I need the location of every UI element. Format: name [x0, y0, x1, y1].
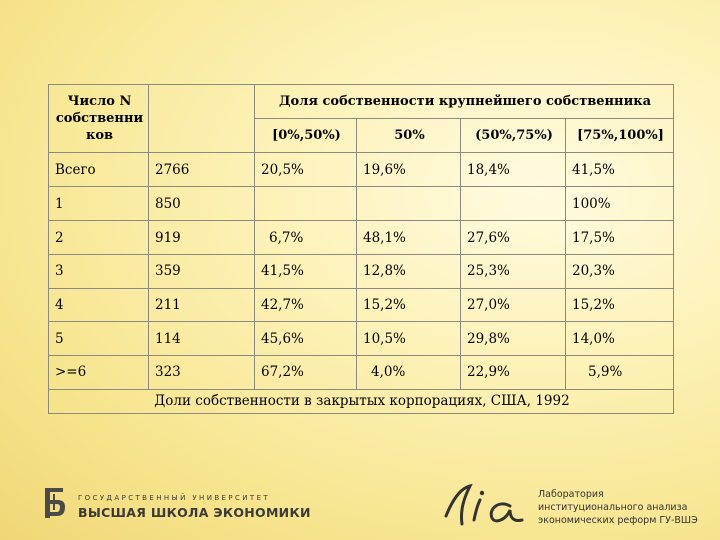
row-share-3: 27,0%: [460, 287, 566, 323]
lab-logo-icon: [444, 483, 524, 526]
row-share-3: 22,9%: [460, 354, 566, 390]
row-share-2: [356, 185, 461, 222]
table-row: 5 114 45,6% 10,5% 29,8% 14,0%: [48, 321, 674, 356]
row-share-1: 41,5%: [254, 254, 357, 289]
row-count: 2766: [148, 152, 255, 187]
row-label: 5: [48, 321, 149, 356]
row-share-1: 20,5%: [254, 152, 357, 187]
lab-line-3: экономических реформ ГУ-ВШЭ: [538, 515, 698, 526]
row-label: 2: [48, 220, 149, 256]
header-owner-count: Число N собственни ков: [48, 83, 149, 154]
hse-logo-icon: [45, 488, 65, 518]
hse-university-label: ГОСУДАРСТВЕННЫЙ УНИВЕРСИТЕТ: [78, 494, 271, 502]
footer: ГОСУДАРСТВЕННЫЙ УНИВЕРСИТЕТ ВЫСШАЯ ШКОЛА…: [0, 470, 720, 540]
header-blank-cell: [148, 83, 255, 154]
row-count: 211: [148, 287, 255, 323]
lab-line-1: Лаборатория: [538, 489, 604, 500]
header-largest-owner-share: Доля собственности крупнейшего собственн…: [254, 84, 674, 119]
row-count: 323: [148, 354, 255, 390]
lab-line-2: институционального анализа: [538, 502, 688, 513]
row-count: 850: [148, 185, 255, 222]
row-share-2: 12,8%: [356, 254, 461, 289]
row-share-2: 48,1%: [356, 220, 461, 256]
row-share-1: 45,6%: [254, 321, 357, 356]
hse-name-label: ВЫСШАЯ ШКОЛА ЭКОНОМИКИ: [78, 505, 311, 520]
row-label: Всего: [48, 152, 149, 187]
table-row: 1 850 100%: [48, 185, 674, 222]
row-share-3: 29,8%: [460, 321, 566, 356]
row-share-2: 10,5%: [356, 321, 461, 356]
row-share-1: 42,7%: [254, 287, 357, 323]
hse-logo: ГОСУДАРСТВЕННЫЙ УНИВЕРСИТЕТ ВЫСШАЯ ШКОЛА…: [42, 480, 310, 530]
row-count: 359: [148, 254, 255, 289]
row-label: 1: [48, 185, 149, 222]
table-caption: Доли собственности в закрытых корпорация…: [48, 388, 674, 415]
row-label: 3: [48, 254, 149, 289]
row-share-1: 6,7%: [254, 220, 357, 256]
table-row: 3 359 41,5% 12,8% 25,3% 20,3%: [48, 254, 674, 289]
row-label: >=6: [48, 354, 149, 390]
row-share-2: 15,2%: [356, 287, 461, 323]
row-share-3: 18,4%: [460, 152, 566, 187]
table-row: >=6 323 67,2% 4,0% 22,9% 5,9%: [48, 354, 674, 390]
row-share-4: 100%: [565, 185, 674, 222]
row-share-3: 25,3%: [460, 254, 566, 289]
table-row: Всего 2766 20,5% 19,6% 18,4% 41,5%: [48, 152, 674, 187]
row-count: 919: [148, 220, 255, 256]
row-share-2: 4,0%: [356, 354, 461, 390]
row-label: 4: [48, 287, 149, 323]
row-share-1: [254, 185, 357, 222]
table-row: 4 211 42,7% 15,2% 27,0% 15,2%: [48, 287, 674, 323]
header-range-50: 50%: [356, 117, 461, 154]
header-range-50-75: (50%,75%): [460, 117, 566, 154]
row-share-4: 41,5%: [565, 152, 674, 187]
row-share-4: 17,5%: [565, 220, 674, 256]
header-range-0-50: [0%,50%): [254, 117, 357, 154]
row-share-4: 15,2%: [565, 287, 674, 323]
header-range-75-100: [75%,100%]: [565, 117, 674, 154]
row-share-4: 5,9%: [565, 354, 674, 390]
row-share-2: 19,6%: [356, 152, 461, 187]
row-count: 114: [148, 321, 255, 356]
lab-name: Лаборатория институционального анализа э…: [538, 488, 698, 527]
ownership-table: Число N собственни ков Доля собственност…: [48, 83, 674, 415]
row-share-1: 67,2%: [254, 354, 357, 390]
row-share-4: 14,0%: [565, 321, 674, 356]
row-share-3: [460, 185, 566, 222]
row-share-4: 20,3%: [565, 254, 674, 289]
table-row: 2 919 6,7% 48,1% 27,6% 17,5%: [48, 220, 674, 256]
row-share-3: 27,6%: [460, 220, 566, 256]
